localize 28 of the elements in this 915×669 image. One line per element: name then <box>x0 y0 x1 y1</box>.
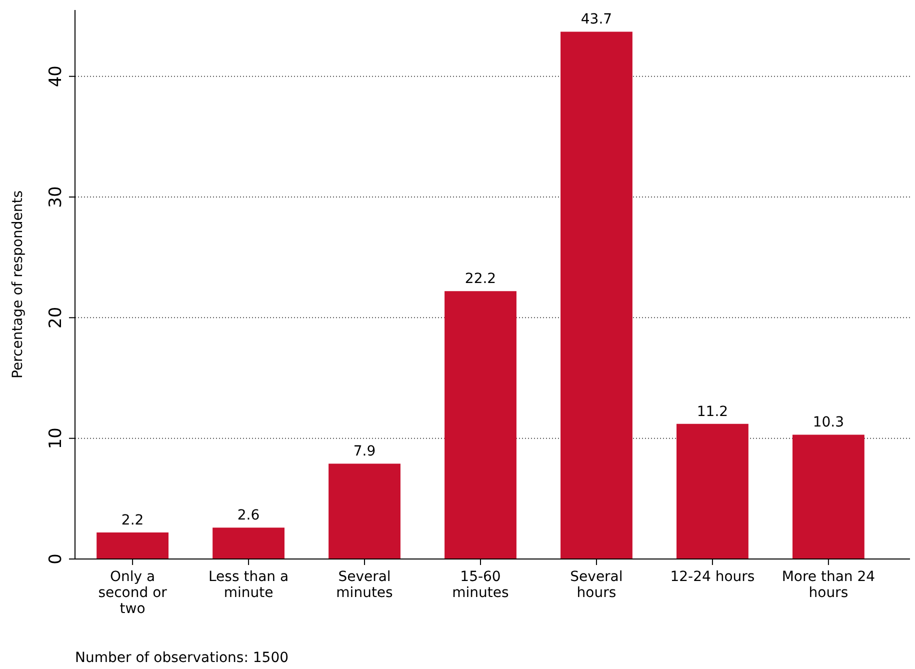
data-label: 10.3 <box>812 414 844 431</box>
x-tick-label: Less than a minute <box>208 569 289 601</box>
y-tick-label: 20 <box>46 306 66 328</box>
x-tick-label: More than 24 hours <box>782 569 876 601</box>
data-label: 11.2 <box>696 404 728 420</box>
data-label: 43.7 <box>580 12 612 28</box>
bar <box>212 528 284 559</box>
y-tick-label: 0 <box>46 554 66 564</box>
data-label: 7.9 <box>353 444 376 460</box>
x-tick-label: Several minutes <box>336 569 393 601</box>
bar <box>444 291 516 559</box>
data-label: 22.2 <box>464 271 496 288</box>
x-tick-label: Several hours <box>570 569 623 601</box>
bar <box>792 434 864 559</box>
text: Number of observations: 1500 <box>75 650 289 666</box>
x-tick-label: 15-60 minutes <box>452 569 509 601</box>
y-tick-label: 30 <box>46 186 66 208</box>
y-axis-title: Percentage of respondents <box>10 190 26 378</box>
bar <box>96 532 169 559</box>
x-tick-label: 12-24 hours <box>670 569 755 585</box>
data-label: 2.2 <box>121 512 144 528</box>
y-tick-label: 10 <box>46 428 66 450</box>
bar <box>676 424 748 559</box>
x-tick-label: Only a second or two <box>98 569 168 617</box>
bar <box>560 32 632 559</box>
data-label: 2.6 <box>237 508 260 524</box>
bar <box>328 464 400 559</box>
y-tick-label: 40 <box>46 66 66 88</box>
